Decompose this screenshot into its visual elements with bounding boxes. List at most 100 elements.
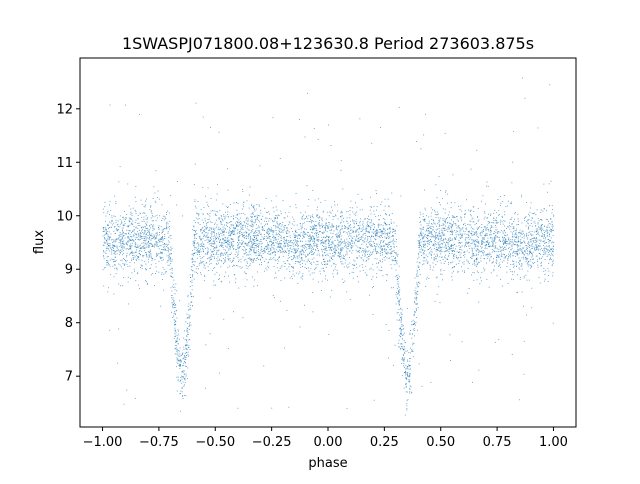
data-point bbox=[436, 247, 438, 248]
data-point bbox=[435, 257, 437, 259]
data-point bbox=[547, 191, 548, 193]
data-point bbox=[118, 283, 120, 285]
data-point bbox=[490, 237, 491, 239]
data-point bbox=[533, 221, 535, 223]
data-point bbox=[242, 256, 244, 258]
data-point bbox=[192, 240, 194, 242]
data-point bbox=[321, 232, 323, 233]
data-point bbox=[202, 212, 204, 214]
data-point bbox=[293, 255, 295, 256]
data-point bbox=[529, 264, 531, 266]
data-point bbox=[517, 246, 518, 248]
data-point bbox=[467, 261, 469, 263]
data-point bbox=[227, 255, 229, 257]
data-point bbox=[365, 227, 367, 229]
data-point bbox=[236, 221, 238, 223]
data-point bbox=[298, 245, 299, 246]
data-point bbox=[344, 225, 345, 226]
data-point bbox=[120, 235, 122, 237]
data-point bbox=[477, 264, 478, 266]
data-point bbox=[215, 246, 217, 248]
data-point bbox=[493, 270, 495, 272]
data-point bbox=[363, 241, 365, 243]
data-point bbox=[313, 227, 314, 229]
data-point bbox=[536, 234, 538, 235]
data-point bbox=[519, 229, 521, 231]
data-point bbox=[393, 246, 395, 248]
data-point bbox=[286, 268, 288, 270]
data-point bbox=[489, 260, 491, 262]
data-point bbox=[198, 243, 199, 245]
data-point bbox=[163, 249, 165, 251]
data-point bbox=[158, 253, 160, 254]
data-point bbox=[220, 232, 222, 234]
data-point bbox=[453, 216, 455, 218]
data-point bbox=[250, 247, 252, 249]
data-point bbox=[464, 214, 466, 215]
data-point bbox=[264, 225, 265, 227]
data-point bbox=[236, 233, 238, 235]
data-point bbox=[531, 258, 533, 260]
data-point bbox=[491, 262, 493, 264]
data-point bbox=[276, 232, 277, 234]
data-point bbox=[469, 245, 471, 247]
data-point bbox=[354, 231, 356, 233]
data-point bbox=[255, 247, 257, 249]
data-point bbox=[149, 243, 150, 245]
data-point bbox=[284, 225, 286, 226]
data-point bbox=[429, 248, 431, 249]
data-point bbox=[508, 247, 510, 248]
chart-title: 1SWASPJ071800.08+123630.8 Period 273603.… bbox=[122, 34, 534, 53]
data-point bbox=[109, 221, 110, 223]
data-point bbox=[239, 235, 241, 236]
data-point bbox=[493, 218, 495, 220]
data-point bbox=[212, 210, 213, 212]
data-point bbox=[525, 215, 527, 217]
data-point bbox=[277, 241, 278, 243]
data-point bbox=[398, 292, 400, 293]
data-point bbox=[113, 241, 115, 243]
data-point bbox=[543, 208, 545, 210]
data-point bbox=[271, 252, 273, 254]
data-point bbox=[473, 239, 475, 241]
data-point bbox=[145, 234, 147, 236]
data-point bbox=[504, 232, 506, 234]
data-point bbox=[179, 363, 181, 365]
data-point bbox=[532, 251, 534, 253]
data-point bbox=[447, 244, 449, 246]
data-point bbox=[273, 211, 275, 213]
data-point bbox=[207, 248, 209, 250]
data-point bbox=[124, 223, 126, 224]
data-point bbox=[492, 244, 494, 245]
data-point bbox=[196, 250, 198, 251]
data-point bbox=[288, 224, 290, 226]
data-point bbox=[518, 237, 520, 239]
data-point bbox=[163, 246, 164, 248]
data-point bbox=[498, 255, 500, 257]
data-point bbox=[472, 251, 474, 253]
data-point bbox=[492, 245, 493, 247]
data-point bbox=[524, 254, 525, 256]
data-point bbox=[373, 399, 375, 401]
data-point bbox=[356, 223, 357, 225]
data-point bbox=[387, 251, 389, 253]
data-point bbox=[231, 232, 233, 234]
data-point bbox=[341, 247, 343, 249]
data-point bbox=[307, 205, 309, 207]
data-point bbox=[291, 228, 292, 230]
data-point bbox=[455, 257, 457, 258]
data-point bbox=[239, 242, 241, 243]
data-point bbox=[228, 231, 230, 233]
data-point bbox=[131, 252, 133, 254]
data-point bbox=[418, 363, 420, 365]
data-point bbox=[509, 219, 511, 220]
data-point bbox=[544, 242, 545, 244]
data-point bbox=[221, 235, 223, 237]
data-point bbox=[239, 229, 241, 231]
data-point bbox=[496, 257, 497, 258]
data-point bbox=[485, 203, 486, 205]
data-point bbox=[251, 243, 253, 245]
data-point bbox=[517, 213, 519, 215]
data-point bbox=[371, 245, 372, 247]
data-point bbox=[192, 273, 194, 275]
